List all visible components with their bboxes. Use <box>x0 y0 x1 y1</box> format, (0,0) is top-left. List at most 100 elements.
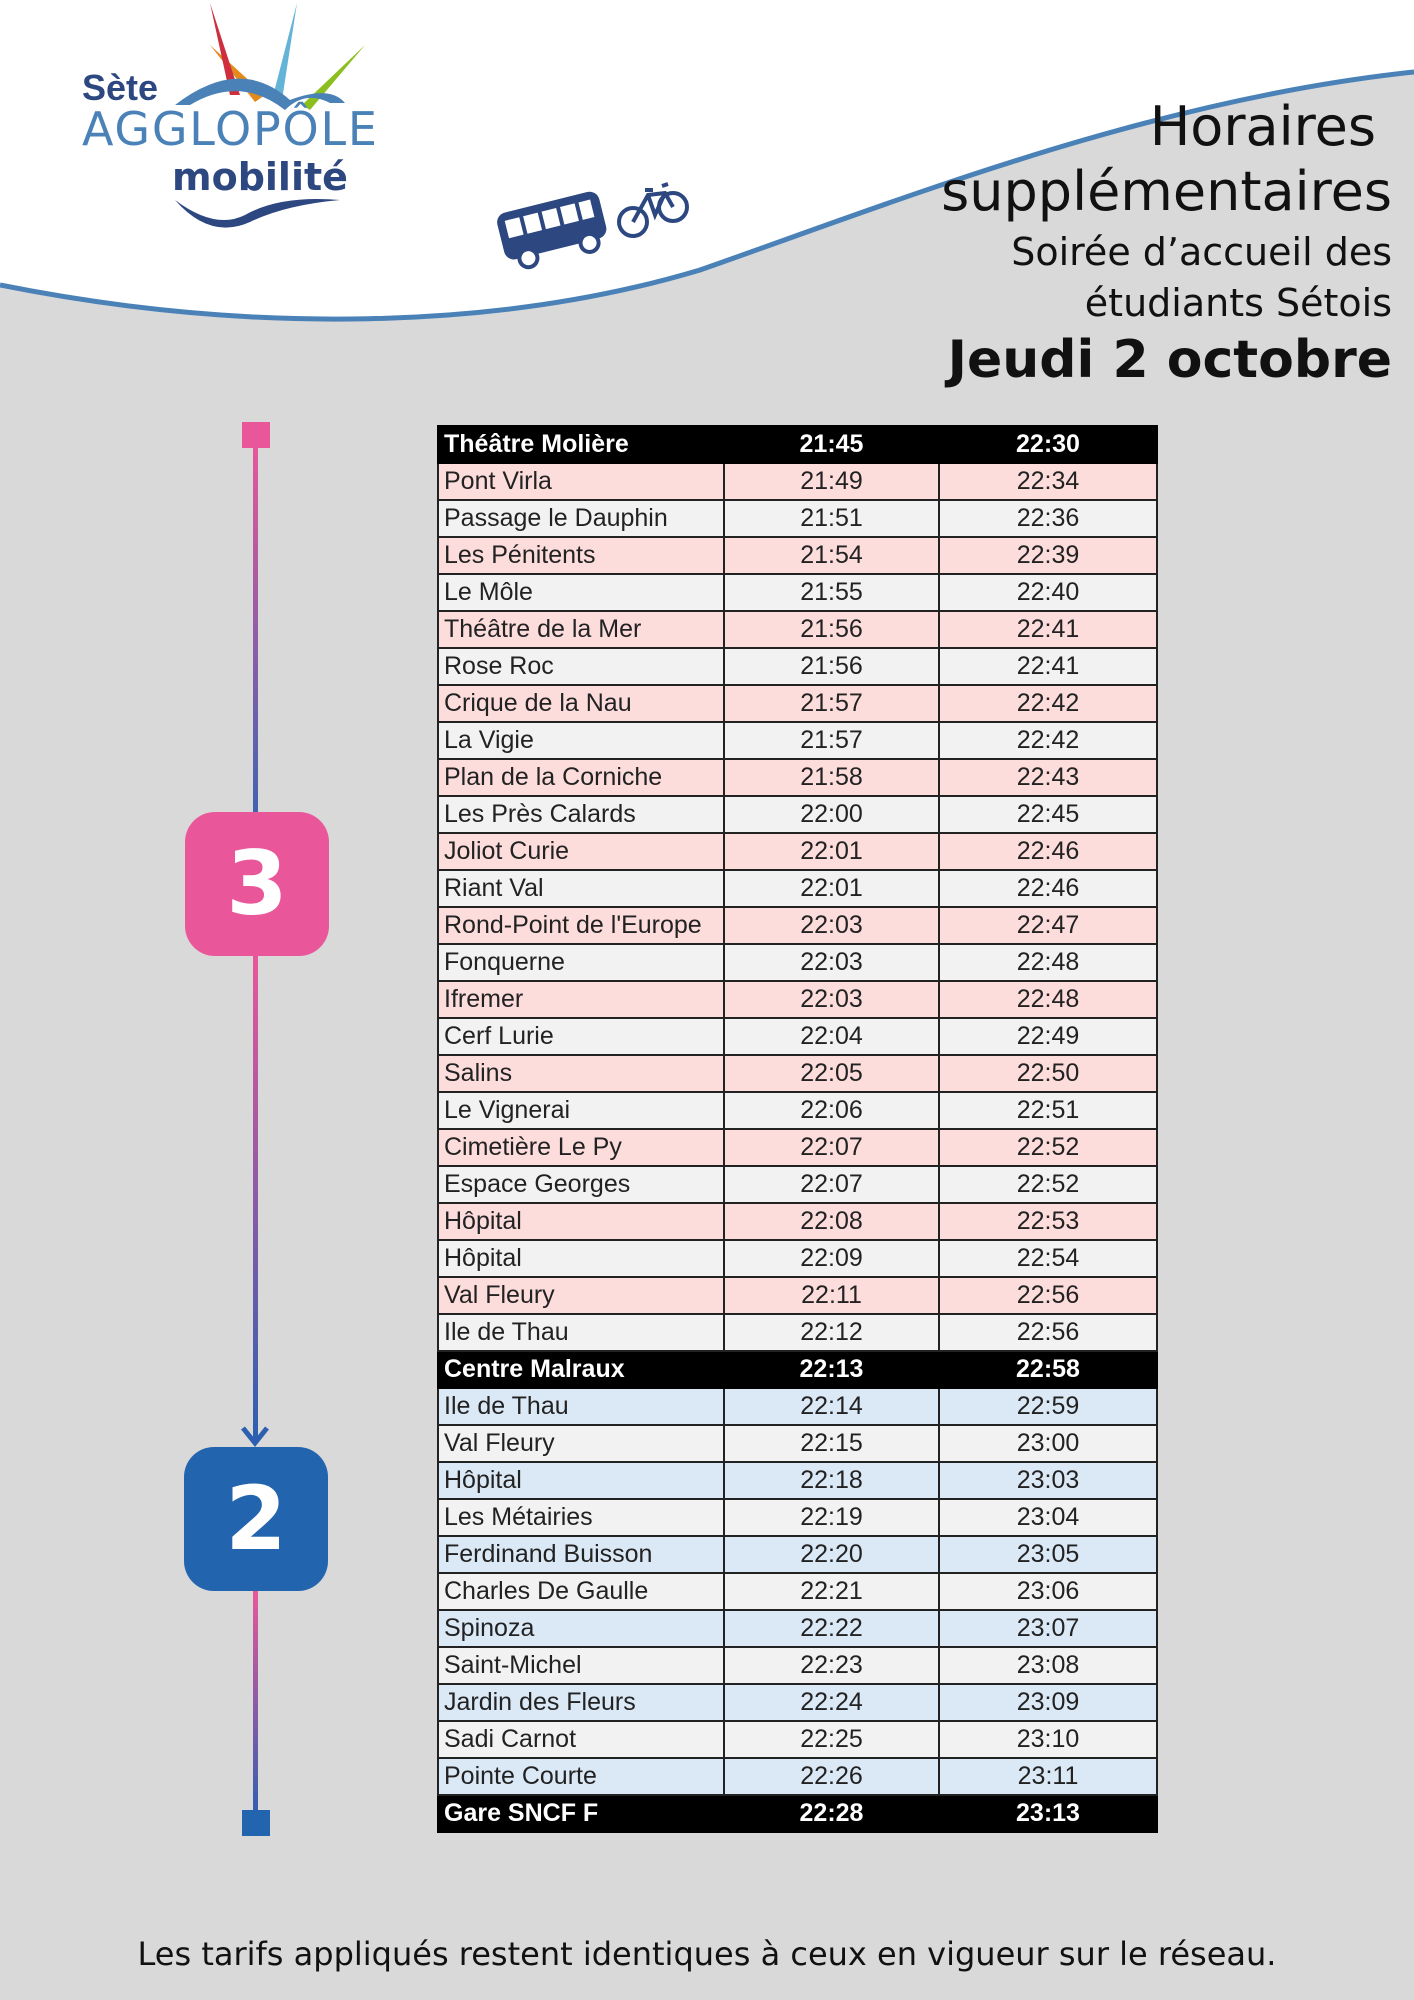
table-row: Passage le Dauphin 21:51 22:36 <box>437 499 1158 538</box>
departure-time-1: 22:04 <box>723 1017 940 1056</box>
stop-name: Charles De Gaulle <box>437 1572 725 1611</box>
table-row: Gare SNCF F 22:28 23:13 <box>437 1794 1158 1833</box>
departure-time-1: 22:11 <box>723 1276 940 1315</box>
departure-time-1: 22:23 <box>723 1646 940 1685</box>
departure-time-1: 22:05 <box>723 1054 940 1093</box>
departure-time-1: 21:57 <box>723 721 940 760</box>
stop-name: La Vigie <box>437 721 725 760</box>
stop-name: Les Près Calards <box>437 795 725 834</box>
stop-name: Sadi Carnot <box>437 1720 725 1759</box>
departure-time-1: 22:09 <box>723 1239 940 1278</box>
table-row: Hôpital 22:08 22:53 <box>437 1202 1158 1241</box>
table-row: Val Fleury 22:15 23:00 <box>437 1424 1158 1463</box>
departure-time-2: 22:42 <box>938 721 1158 760</box>
stop-name: Théâtre Molière <box>437 425 725 464</box>
departure-time-2: 22:42 <box>938 684 1158 723</box>
bus-icon <box>497 191 607 270</box>
stop-name: Saint-Michel <box>437 1646 725 1685</box>
departure-time-1: 22:00 <box>723 795 940 834</box>
stop-name: Le Vignerai <box>437 1091 725 1130</box>
departure-time-1: 22:03 <box>723 906 940 945</box>
end-marker <box>242 1810 270 1836</box>
stop-name: Théâtre de la Mer <box>437 610 725 649</box>
table-row: Spinoza 22:22 23:07 <box>437 1609 1158 1648</box>
departure-time-1: 22:07 <box>723 1128 940 1167</box>
departure-time-1: 21:58 <box>723 758 940 797</box>
table-row: Les Près Calards 22:00 22:45 <box>437 795 1158 834</box>
table-row: Riant Val 22:01 22:46 <box>437 869 1158 908</box>
header-wave <box>0 0 1414 322</box>
agglopole-logo: Sète AGGLOPÔLE mobilité <box>82 3 377 228</box>
stop-name: Cimetière Le Py <box>437 1128 725 1167</box>
table-row: Théâtre Molière 21:45 22:30 <box>437 425 1158 464</box>
stop-name: Cerf Lurie <box>437 1017 725 1056</box>
stop-name: Crique de la Nau <box>437 684 725 723</box>
table-row: Ile de Thau 22:14 22:59 <box>437 1387 1158 1426</box>
stop-name: Salins <box>437 1054 725 1093</box>
table-row: Pointe Courte 22:26 23:11 <box>437 1757 1158 1796</box>
departure-time-1: 21:56 <box>723 610 940 649</box>
departure-time-2: 22:40 <box>938 573 1158 612</box>
table-row: Plan de la Corniche 21:58 22:43 <box>437 758 1158 797</box>
departure-time-1: 22:20 <box>723 1535 940 1574</box>
stop-name: Jardin des Fleurs <box>437 1683 725 1722</box>
table-row: Fonquerne 22:03 22:48 <box>437 943 1158 982</box>
logo-text-agglopole: AGGLOPÔLE <box>82 101 377 156</box>
departure-time-2: 22:46 <box>938 869 1158 908</box>
departure-time-2: 23:05 <box>938 1535 1158 1574</box>
departure-time-1: 22:21 <box>723 1572 940 1611</box>
departure-time-1: 22:18 <box>723 1461 940 1500</box>
event-date: Jeudi 2 octobre <box>947 330 1392 390</box>
table-row: Rond-Point de l'Europe 22:03 22:47 <box>437 906 1158 945</box>
departure-time-2: 22:34 <box>938 462 1158 501</box>
table-row: Centre Malraux 22:13 22:58 <box>437 1350 1158 1389</box>
departure-time-2: 22:41 <box>938 610 1158 649</box>
line-3-badge: 3 <box>185 812 329 956</box>
departure-time-2: 23:08 <box>938 1646 1158 1685</box>
stop-name: Plan de la Corniche <box>437 758 725 797</box>
stop-name: Hôpital <box>437 1202 725 1241</box>
subtitle-line-1: Soirée d’accueil des <box>1011 230 1392 274</box>
departure-time-2: 22:46 <box>938 832 1158 871</box>
stop-name: Ferdinand Buisson <box>437 1535 725 1574</box>
table-row: Le Vignerai 22:06 22:51 <box>437 1091 1158 1130</box>
departure-time-1: 21:56 <box>723 647 940 686</box>
stop-name: Pont Virla <box>437 462 725 501</box>
table-row: Cimetière Le Py 22:07 22:52 <box>437 1128 1158 1167</box>
departure-time-2: 22:30 <box>938 425 1158 464</box>
departure-time-2: 22:50 <box>938 1054 1158 1093</box>
stop-name: Hôpital <box>437 1461 725 1500</box>
table-row: La Vigie 21:57 22:42 <box>437 721 1158 760</box>
departure-time-1: 22:03 <box>723 943 940 982</box>
stop-name: Ifremer <box>437 980 725 1019</box>
departure-time-2: 22:48 <box>938 943 1158 982</box>
departure-time-2: 22:56 <box>938 1276 1158 1315</box>
departure-time-2: 22:48 <box>938 980 1158 1019</box>
title-line-1: Horaires <box>1149 95 1376 158</box>
departure-time-2: 22:45 <box>938 795 1158 834</box>
departure-time-2: 22:51 <box>938 1091 1158 1130</box>
departure-time-1: 22:06 <box>723 1091 940 1130</box>
departure-time-1: 22:28 <box>723 1794 940 1833</box>
departure-time-2: 23:10 <box>938 1720 1158 1759</box>
departure-time-2: 22:53 <box>938 1202 1158 1241</box>
table-row: Ferdinand Buisson 22:20 23:05 <box>437 1535 1158 1574</box>
departure-time-1: 22:01 <box>723 832 940 871</box>
bicycle-icon <box>617 182 689 238</box>
departure-time-1: 22:08 <box>723 1202 940 1241</box>
subtitle-line-2: étudiants Sétois <box>1084 281 1392 325</box>
stop-name: Espace Georges <box>437 1165 725 1204</box>
departure-time-2: 23:00 <box>938 1424 1158 1463</box>
footer-note: Les tarifs appliqués restent identiques … <box>137 1935 1277 1973</box>
departure-time-2: 23:04 <box>938 1498 1158 1537</box>
stop-name: Ile de Thau <box>437 1387 725 1426</box>
stop-name: Centre Malraux <box>437 1350 725 1389</box>
table-row: Le Môle 21:55 22:40 <box>437 573 1158 612</box>
departure-time-1: 22:14 <box>723 1387 940 1426</box>
departure-time-2: 22:56 <box>938 1313 1158 1352</box>
departure-time-2: 22:47 <box>938 906 1158 945</box>
departure-time-2: 23:11 <box>938 1757 1158 1796</box>
departure-time-2: 22:41 <box>938 647 1158 686</box>
departure-time-2: 22:52 <box>938 1128 1158 1167</box>
table-row: Crique de la Nau 21:57 22:42 <box>437 684 1158 723</box>
